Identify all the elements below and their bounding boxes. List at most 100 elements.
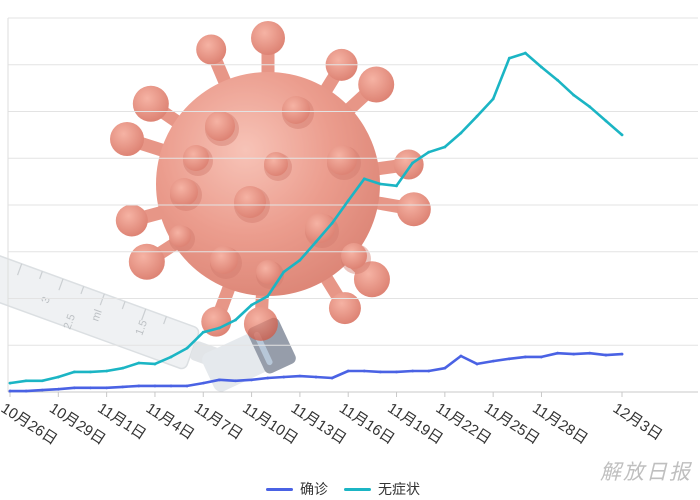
confirmed-point	[169, 384, 173, 388]
confirmed-point	[620, 352, 624, 356]
confirmed-point	[395, 370, 398, 374]
x-tick-label: 12月3日	[610, 400, 665, 444]
syringe-scale	[16, 263, 167, 325]
confirmed-point	[121, 385, 125, 389]
virus-bump	[327, 145, 357, 175]
x-tick-label: 11月4日	[143, 400, 197, 444]
virus-bump	[264, 152, 288, 176]
confirmed-point	[105, 386, 109, 390]
confirmed-point	[266, 376, 270, 380]
asymptomatic-point	[540, 65, 543, 69]
confirmed-point	[217, 378, 221, 382]
virus-spike-knob	[243, 306, 278, 341]
virus-spike-knob	[128, 243, 165, 280]
asymptomatic-point	[56, 375, 60, 379]
asymptomatic-point	[604, 119, 608, 123]
confirmed-point	[362, 369, 366, 373]
virus-spikes	[110, 21, 431, 341]
confirmed-point	[40, 388, 44, 392]
asymptomatic-point	[491, 97, 495, 101]
syringe-mark: 3	[40, 295, 53, 305]
confirmed-series	[8, 351, 624, 393]
legend-item-confirmed[interactable]: 确诊	[266, 479, 328, 499]
virus-bump	[234, 186, 266, 218]
asymptomatic-point	[201, 330, 205, 334]
legend-item-asymptomatic[interactable]: 无症状	[344, 479, 420, 499]
asymptomatic-point	[298, 258, 302, 262]
virus-illustration	[110, 21, 431, 341]
asymptomatic-point	[556, 78, 559, 82]
confirmed-point	[73, 386, 76, 390]
confirmed-point	[491, 359, 495, 363]
asymptomatic-point	[105, 369, 109, 373]
confirmed-point	[459, 354, 463, 358]
confirmed-point	[475, 362, 479, 366]
virus-spike-knob	[393, 149, 424, 180]
x-tick-label: 11月7日	[191, 400, 245, 444]
syringe-mark: 1.5	[134, 319, 151, 337]
asymptomatic-point	[217, 326, 221, 330]
asymptomatic-point	[24, 379, 28, 383]
legend-label-asymptomatic: 无症状	[378, 481, 420, 497]
confirmed-point	[153, 384, 157, 388]
asymptomatic-point	[314, 240, 318, 244]
asymptomatic-point	[40, 379, 44, 383]
asymptomatic-point	[234, 318, 237, 322]
asymptomatic-point	[588, 105, 592, 109]
legend: 确诊 无症状	[266, 479, 436, 499]
virus-spike-knob	[251, 21, 285, 55]
asymptomatic-point	[346, 199, 350, 203]
virus-bump	[282, 96, 310, 124]
asymptomatic-point	[89, 370, 92, 374]
grid	[8, 17, 698, 346]
virus-spike-knob	[201, 306, 232, 337]
x-axis-labels: 10月26日10月29日11月1日11月4日11月7日11月10日11月13日1…	[0, 400, 665, 449]
asymptomatic-point	[8, 381, 12, 385]
asymptomatic-point	[266, 294, 270, 298]
virus-bump	[170, 178, 198, 206]
asymptomatic-point	[330, 221, 334, 225]
confirmed-point	[588, 351, 592, 355]
confirmed-point	[282, 375, 286, 379]
confirmed-point	[185, 384, 189, 388]
syringe-barrel-group	[0, 251, 224, 370]
confirmed-point	[89, 386, 92, 390]
asymptomatic-point	[282, 270, 286, 274]
confirmed-point	[330, 376, 334, 380]
asymptomatic-point	[427, 150, 431, 154]
confirmed-point	[443, 366, 447, 370]
confirmed-point	[250, 378, 253, 382]
confirmed-point	[604, 353, 608, 357]
asymptomatic-point	[73, 370, 76, 374]
confirmed-point	[556, 351, 559, 355]
asymptomatic-point	[572, 93, 576, 97]
confirmed-point	[427, 369, 431, 373]
plot-area	[8, 51, 624, 393]
asymptomatic-point	[507, 56, 511, 60]
asymptomatic-point	[411, 161, 415, 165]
asymptomatic-point	[121, 366, 125, 370]
syringe-illustration: 3 2.5 ml 1.5	[0, 251, 296, 392]
virus-spike-knob	[358, 66, 395, 103]
confirmed-point	[201, 381, 205, 385]
vial-body	[202, 333, 269, 392]
virus-spike-knob	[110, 122, 145, 157]
newspaper-logo-watermark: 解放日报	[600, 460, 692, 484]
legend-label-confirmed: 确诊	[300, 481, 328, 497]
asymptomatic-point	[250, 303, 253, 307]
syringe-mark: 2.5	[62, 313, 79, 331]
virus-spike-knob	[328, 292, 361, 325]
confirmed-point	[298, 374, 302, 378]
asymptomatic-point	[169, 355, 173, 359]
virus-spike-knob	[132, 85, 169, 122]
asymptomatic-point	[443, 145, 447, 149]
syringe-mark: ml	[90, 308, 105, 323]
axes	[7, 18, 698, 397]
virus-spike-knob	[396, 192, 431, 227]
asymptomatic-point	[523, 51, 527, 55]
asymptomatic-point	[185, 346, 189, 350]
confirmed-point	[507, 357, 511, 361]
asymptomatic-point	[379, 182, 382, 186]
virus-bump	[341, 243, 367, 269]
